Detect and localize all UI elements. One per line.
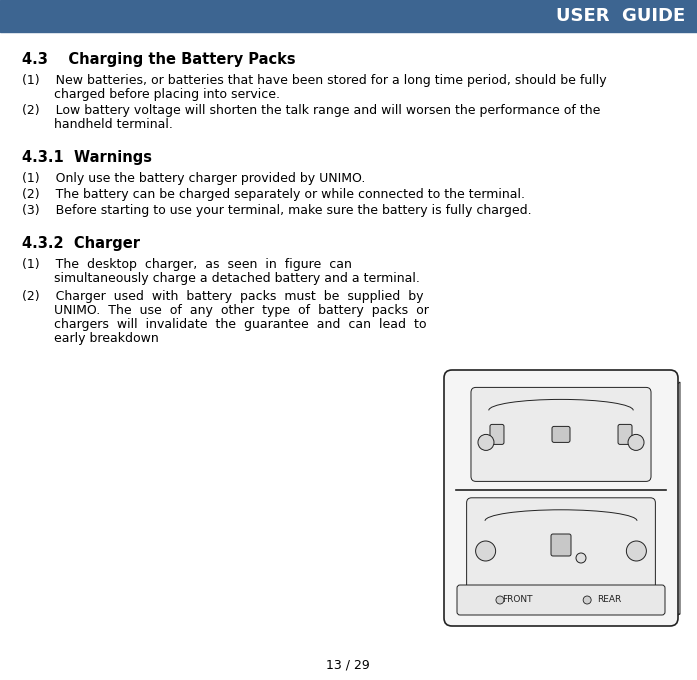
Text: 13 / 29: 13 / 29 [326, 658, 370, 672]
Polygon shape [464, 614, 680, 624]
Text: (1)    Only use the battery charger provided by UNIMO.: (1) Only use the battery charger provide… [22, 172, 365, 185]
Text: USER  GUIDE: USER GUIDE [556, 7, 685, 25]
Text: early breakdown: early breakdown [22, 332, 159, 345]
Circle shape [496, 596, 504, 604]
Text: 4.3    Charging the Battery Packs: 4.3 Charging the Battery Packs [22, 52, 296, 67]
Text: (2)    Low battery voltage will shorten the talk range and will worsen the perfo: (2) Low battery voltage will shorten the… [22, 104, 600, 117]
Circle shape [583, 596, 591, 604]
Text: (1)    New batteries, or batteries that have been stored for a long time period,: (1) New batteries, or batteries that hav… [22, 74, 606, 87]
Circle shape [627, 541, 646, 561]
FancyBboxPatch shape [444, 370, 678, 626]
Text: UNIMO.  The  use  of  any  other  type  of  battery  packs  or: UNIMO. The use of any other type of batt… [22, 304, 429, 317]
Bar [0, 0, 697, 32]
Polygon shape [670, 382, 680, 618]
Text: handheld terminal.: handheld terminal. [22, 118, 173, 131]
FancyBboxPatch shape [618, 424, 632, 445]
Text: (3)    Before starting to use your terminal, make sure the battery is fully char: (3) Before starting to use your terminal… [22, 204, 532, 217]
FancyBboxPatch shape [471, 388, 651, 481]
Text: simultaneously charge a detached battery and a terminal.: simultaneously charge a detached battery… [22, 272, 420, 285]
FancyBboxPatch shape [490, 424, 504, 445]
Circle shape [628, 435, 644, 450]
FancyBboxPatch shape [466, 498, 655, 594]
Circle shape [576, 553, 586, 563]
Circle shape [478, 435, 494, 450]
Text: (1)    The  desktop  charger,  as  seen  in  figure  can: (1) The desktop charger, as seen in figu… [22, 258, 352, 271]
Circle shape [475, 541, 496, 561]
Text: chargers  will  invalidate  the  guarantee  and  can  lead  to: chargers will invalidate the guarantee a… [22, 318, 427, 331]
Text: charged before placing into service.: charged before placing into service. [22, 88, 280, 101]
Text: (2)    Charger  used  with  battery  packs  must  be  supplied  by: (2) Charger used with battery packs must… [22, 290, 424, 303]
Text: 4.3.2  Charger: 4.3.2 Charger [22, 236, 140, 251]
FancyBboxPatch shape [551, 534, 571, 556]
Text: FRONT: FRONT [502, 596, 533, 605]
FancyBboxPatch shape [552, 426, 570, 443]
Text: (2)    The battery can be charged separately or while connected to the terminal.: (2) The battery can be charged separatel… [22, 188, 525, 201]
Text: 4.3.1  Warnings: 4.3.1 Warnings [22, 150, 152, 165]
Text: REAR: REAR [597, 596, 621, 605]
FancyBboxPatch shape [457, 585, 665, 615]
